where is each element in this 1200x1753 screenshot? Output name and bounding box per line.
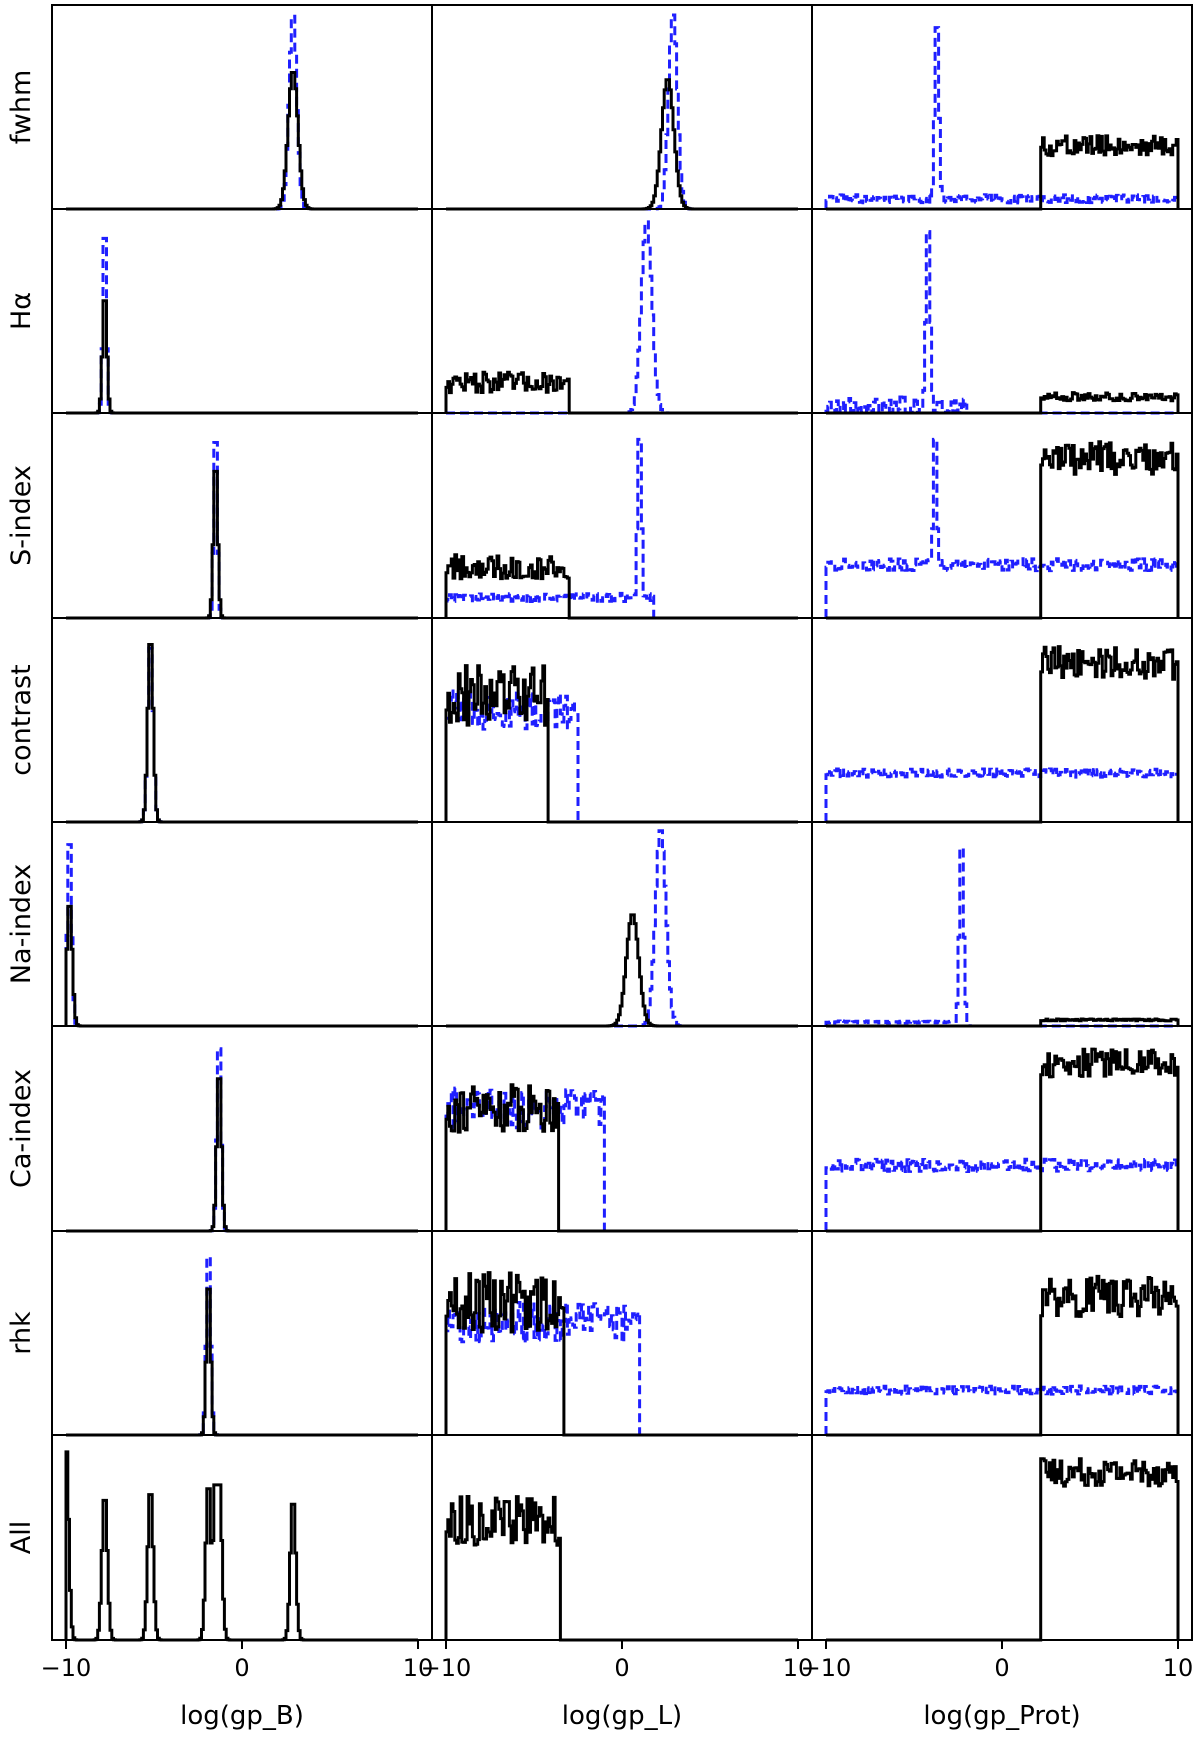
panel-rhk-col2-solid-histogram <box>444 1271 798 1437</box>
panel-sindex-col2-dashed-histogram <box>444 437 798 620</box>
row-label: All <box>6 1521 37 1554</box>
row-label: contrast <box>6 664 37 775</box>
panel-caindex-col1-solid-histogram <box>66 1077 418 1233</box>
panel-sindex-col1-dashed-histogram <box>66 441 418 620</box>
row-label: rhk <box>6 1311 37 1355</box>
panel-naindex-col1-dashed-histogram <box>64 843 418 1028</box>
panel-contrast-col2-dashed-histogram <box>444 688 798 824</box>
panel-fwhm-col3-dashed-histogram <box>824 26 1180 209</box>
x-tick-label: −10 <box>41 1654 92 1682</box>
panel-naindex-col3-dashed-histogram <box>824 846 1178 1028</box>
panel-sindex-col2-solid-histogram <box>444 553 798 620</box>
panel-frame-r1-c2 <box>431 4 813 210</box>
row-label: Ca-index <box>6 1069 37 1188</box>
panel-rhk-col3-dashed-histogram <box>824 1384 1180 1435</box>
row-label: fwhm <box>6 70 37 145</box>
panel-all-col3-solid-histogram <box>826 1457 1180 1642</box>
panel-frame-r5-c1 <box>51 821 433 1027</box>
panel-contrast-col3-solid-histogram <box>826 645 1180 824</box>
panel-fwhm-col2-solid-histogram <box>446 78 798 211</box>
panel-frame-r1-c1 <box>51 4 433 210</box>
panel-rhk-col1-solid-histogram <box>66 1287 418 1437</box>
panel-sindex-col1-solid-histogram <box>66 469 418 620</box>
panel-frame-r2-c3 <box>811 208 1193 414</box>
panel-caindex-col2-solid-histogram <box>444 1083 798 1233</box>
panel-all-col1-solid-histogram <box>64 1450 418 1642</box>
panel-contrast-col1-dashed-histogram <box>66 646 418 824</box>
x-tick-label: −10 <box>801 1654 852 1682</box>
x-axis-label: log(gp_B) <box>180 1701 304 1731</box>
panel-h-col2-dashed-histogram <box>446 220 798 415</box>
panel-all-col2-solid-histogram <box>444 1495 798 1642</box>
panel-caindex-col1-dashed-histogram <box>66 1047 418 1233</box>
panel-naindex-col1-solid-histogram <box>64 904 418 1028</box>
row-label: Na-index <box>6 864 37 984</box>
panel-frame-r6-c1 <box>51 1025 433 1232</box>
panel-fwhm-col1-dashed-histogram <box>66 14 418 211</box>
panel-h-col2-solid-histogram <box>444 370 798 415</box>
panel-rhk-col1-dashed-histogram <box>66 1255 418 1437</box>
x-tick-label: 10 <box>403 1654 434 1682</box>
x-axis-label: log(gp_Prot) <box>923 1701 1080 1731</box>
x-tick-label: 0 <box>234 1654 249 1682</box>
panel-caindex-col3-dashed-histogram <box>824 1157 1180 1231</box>
panel-frame-r6-c2 <box>431 1025 813 1232</box>
panel-contrast-col3-dashed-histogram <box>824 767 1180 822</box>
panel-h-col1-dashed-histogram <box>66 236 418 415</box>
panel-frame-r3-c3 <box>811 412 1193 619</box>
panel-sindex-col3-dashed-histogram <box>824 437 1180 618</box>
panel-frame-r3-c1 <box>51 412 433 619</box>
panel-sindex-col3-solid-histogram <box>826 440 1180 620</box>
panel-h-col1-solid-histogram <box>66 299 418 415</box>
panel-fwhm-col1-solid-histogram <box>66 71 418 211</box>
x-tick-label: 10 <box>1163 1654 1194 1682</box>
x-axis-label: log(gp_L) <box>562 1701 682 1731</box>
panel-naindex-col2-solid-histogram <box>446 913 798 1028</box>
panel-frame-r5-c3 <box>811 821 1193 1027</box>
panel-h-col3-dashed-histogram <box>824 230 1178 415</box>
row-label: S-index <box>6 465 37 566</box>
x-tick-label: −10 <box>421 1654 472 1682</box>
panel-frame-r1-c3 <box>811 4 1193 210</box>
panel-fwhm-col2-dashed-histogram <box>446 13 798 211</box>
panel-caindex-col3-solid-histogram <box>826 1047 1180 1233</box>
x-tick-label: 0 <box>994 1654 1009 1682</box>
panel-frame-r6-c3 <box>811 1025 1193 1232</box>
x-tick-label: 10 <box>783 1654 814 1682</box>
x-tick-label: 0 <box>614 1654 629 1682</box>
panel-frame-r3-c2 <box>431 412 813 619</box>
panel-frame-r4-c1 <box>51 617 433 823</box>
panel-contrast-col1-solid-histogram <box>66 643 418 824</box>
panel-frame-r7-c1 <box>51 1230 433 1436</box>
row-label: Hα <box>6 292 37 330</box>
panel-contrast-col2-solid-histogram <box>444 664 798 824</box>
panel-frame-r7-c3 <box>811 1230 1193 1436</box>
panel-rhk-col3-solid-histogram <box>826 1274 1180 1437</box>
